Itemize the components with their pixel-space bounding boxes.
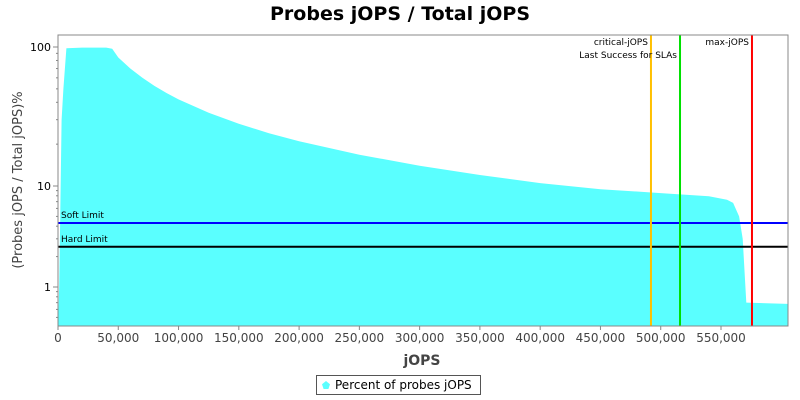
limit-label: Hard Limit — [61, 235, 108, 245]
x-tick-label: 400,000 — [515, 331, 565, 345]
x-tick-label: 100,000 — [154, 331, 204, 345]
marker-label: max-jOPS — [705, 38, 749, 48]
x-tick-label: 200,000 — [274, 331, 324, 345]
x-tick-label: 550,000 — [696, 331, 746, 345]
chart-title: Probes jOPS / Total jOPS — [270, 3, 530, 25]
legend: Percent of probes jOPS — [316, 375, 481, 395]
y-tick-label: 1 — [44, 281, 51, 294]
x-tick-label: 350,000 — [455, 331, 505, 345]
x-tick-label: 150,000 — [214, 331, 264, 345]
limit-label: Soft Limit — [61, 211, 104, 221]
marker-label: Last Success for SLAs — [579, 51, 677, 61]
marker-label: critical-jOPS — [594, 38, 648, 48]
plot-area: Soft Limit Hard Limit critical-jOPS Last Su… — [30, 34, 789, 345]
y-tick-label: 100 — [30, 41, 51, 54]
x-tick-label: 50,000 — [97, 331, 139, 345]
x-tick-label: 500,000 — [636, 331, 686, 345]
x-tick-label: 300,000 — [395, 331, 445, 345]
x-tick-label: 450,000 — [576, 331, 626, 345]
legend-label: Percent of probes jOPS — [335, 378, 472, 392]
series-area — [58, 47, 788, 326]
plot-border — [57, 34, 789, 327]
legend-swatch — [322, 381, 330, 389]
y-axis-label: (Probes jOPS / Total jOPS)% — [11, 91, 26, 268]
y-tick-label: 10 — [37, 180, 51, 193]
x-tick-label: 250,000 — [335, 331, 385, 345]
x-tick-label: 0 — [54, 331, 62, 345]
x-axis-label: jOPS — [402, 353, 440, 369]
